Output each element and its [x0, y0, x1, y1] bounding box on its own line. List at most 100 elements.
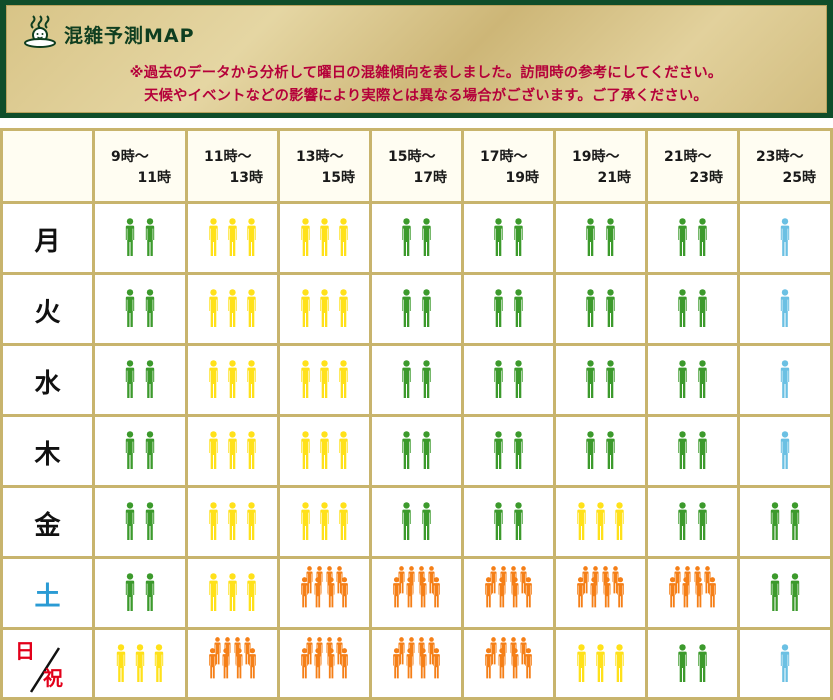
note-line-2: 天候やイベントなどの影響により実際とは異なる場合がございます。ご了承ください。 — [144, 88, 708, 104]
day-label: 火 — [34, 298, 61, 328]
day-label: 日 — [15, 639, 35, 663]
congestion-cell — [372, 204, 461, 272]
congestion-cell — [464, 630, 553, 697]
crowd-icon-group — [402, 502, 431, 540]
crowd-level-2-icon — [586, 360, 615, 398]
crowd-icon-group — [485, 566, 532, 608]
congestion-cell — [648, 630, 737, 697]
crowd-icon-group — [494, 360, 523, 398]
day-label-cell: 水 — [3, 346, 92, 414]
congestion-cell — [464, 488, 553, 556]
congestion-cell — [740, 346, 830, 414]
crowd-icon-group — [125, 218, 155, 256]
day-label: 土 — [34, 582, 61, 612]
congestion-cell — [740, 275, 830, 343]
congestion-cell — [556, 630, 645, 697]
crowd-level-2-icon — [125, 289, 155, 327]
crowd-level-2-icon — [402, 289, 431, 327]
crowd-level-3-icon — [209, 289, 256, 327]
day-label-cell: 土 — [3, 559, 92, 627]
crowd-level-1-icon — [780, 289, 790, 327]
crowd-icon-group — [586, 218, 615, 256]
holiday-label: 祝 — [43, 666, 63, 690]
crowd-level-1-icon — [780, 360, 790, 398]
congestion-cell — [280, 346, 369, 414]
crowd-level-1-icon — [780, 644, 790, 682]
congestion-cell — [556, 275, 645, 343]
congestion-cell — [648, 488, 737, 556]
congestion-cell — [280, 275, 369, 343]
day-label: 金 — [34, 511, 61, 541]
crowd-icon-group — [485, 637, 532, 679]
congestion-cell — [372, 346, 461, 414]
congestion-cell — [372, 417, 461, 485]
crowd-level-3-icon — [209, 218, 256, 256]
time-slot-from: 9時〜 — [111, 149, 149, 165]
crowd-icon-group — [770, 573, 800, 611]
crowd-level-2-icon — [402, 360, 431, 398]
crowd-icon-group — [402, 289, 431, 327]
congestion-cell — [556, 204, 645, 272]
day-label: 木 — [34, 440, 61, 470]
crowd-level-2-icon — [678, 644, 707, 682]
congestion-cell — [740, 630, 830, 697]
crowd-level-2-icon — [678, 502, 707, 540]
time-slot-from: 23時〜 — [756, 149, 804, 165]
crowd-level-2-icon — [586, 289, 615, 327]
congestion-cell — [648, 275, 737, 343]
crowd-icon-group — [209, 431, 256, 469]
crowd-icon-group — [125, 502, 155, 540]
congestion-cell — [372, 630, 461, 697]
congestion-cell — [556, 346, 645, 414]
crowd-icon-group — [678, 502, 707, 540]
crowd-level-3-icon — [301, 431, 348, 469]
time-slot-from: 17時〜 — [480, 149, 528, 165]
congestion-cell — [95, 417, 185, 485]
crowd-level-2-icon — [678, 360, 707, 398]
crowd-level-3-icon — [301, 502, 348, 540]
crowd-icon-group — [494, 218, 523, 256]
crowd-icon-group — [402, 431, 431, 469]
time-slot-to: 21時 — [597, 170, 631, 186]
congestion-cell — [372, 275, 461, 343]
crowd-level-3-icon — [577, 644, 624, 682]
day-label: 月 — [34, 227, 61, 257]
time-slot-header: 9時〜 11時 — [95, 131, 185, 201]
crowd-icon-group — [780, 218, 790, 256]
time-slot-to: 11時 — [137, 170, 171, 186]
crowd-level-4-icon — [209, 637, 256, 679]
time-slot-header: 15時〜 17時 — [372, 131, 461, 201]
crowd-level-3-icon — [577, 502, 624, 540]
time-slot-header: 21時〜 23時 — [648, 131, 737, 201]
day-label-cell: 木 — [3, 417, 92, 485]
congestion-cell — [464, 204, 553, 272]
header-note: ※過去のデータから分析して曜日の混雑傾向を表しました。訪問時の参考にしてください… — [26, 62, 826, 108]
congestion-cell — [280, 488, 369, 556]
time-slot-to: 17時 — [413, 170, 447, 186]
crowd-level-2-icon — [402, 218, 431, 256]
crowd-level-2-icon — [494, 289, 523, 327]
crowd-icon-group — [780, 431, 790, 469]
crowd-icon-group — [586, 360, 615, 398]
time-slot-to: 23時 — [689, 170, 723, 186]
crowd-icon-group — [125, 360, 155, 398]
crowd-icon-group — [209, 218, 256, 256]
crowd-level-3-icon — [116, 644, 164, 682]
crowd-level-3-icon — [209, 573, 256, 611]
crowd-icon-group — [577, 502, 624, 540]
crowd-icon-group — [780, 289, 790, 327]
crowd-icon-group — [209, 637, 256, 679]
crowd-level-2-icon — [678, 289, 707, 327]
crowd-level-2-icon — [125, 360, 155, 398]
congestion-cell — [556, 559, 645, 627]
time-slot-from: 19時〜 — [572, 149, 620, 165]
congestion-cell — [648, 559, 737, 627]
day-label-cell: 金 — [3, 488, 92, 556]
congestion-cell — [648, 204, 737, 272]
crowd-icon-group — [125, 431, 155, 469]
header-panel: 混雑予測MAP ※過去のデータから分析して曜日の混雑傾向を表しました。訪問時の参… — [6, 5, 827, 113]
time-slot-header: 23時〜 25時 — [740, 131, 830, 201]
crowd-icon-group — [301, 502, 348, 540]
congestion-cell — [188, 204, 277, 272]
congestion-cell — [372, 559, 461, 627]
